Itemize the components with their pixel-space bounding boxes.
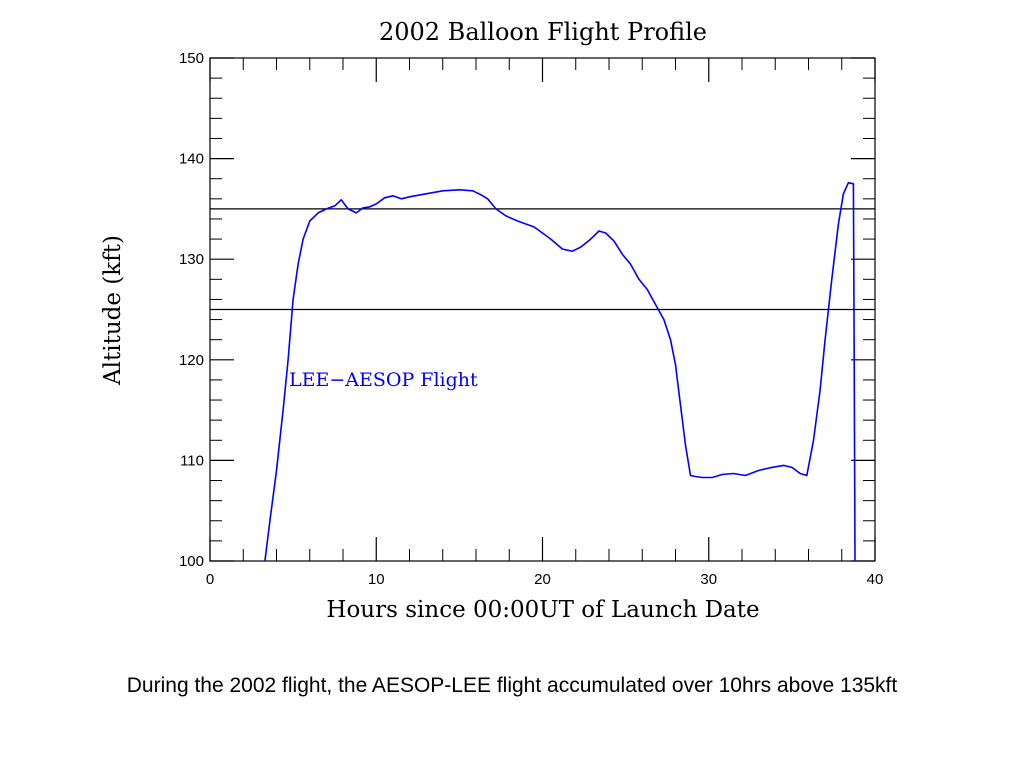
caption-text: During the 2002 flight, the AESOP-LEE fl… [126,674,898,697]
y-tick-label: 140 [179,151,204,168]
flight-profile-chart: 2002 Balloon Flight Profile 0 10 20 30 40 10… [100,18,884,623]
x-tick-label: 10 [368,571,385,588]
y-tick-labels: 100 110 120 130 140 150 [179,50,204,570]
y-axis-label: Altitude (kft) [100,235,126,386]
series-line-altitude [264,181,856,562]
y-tick-label: 110 [180,452,204,469]
reference-lines [210,208,875,311]
y-tick-label: 150 [179,50,204,67]
x-axis-label: Hours since 00:00UT of Launch Date [326,597,759,623]
y-tick-label: 120 [179,352,204,369]
x-tick-label: 30 [700,571,717,588]
y-tick-label: 100 [179,553,204,570]
x-tick-label: 40 [867,571,884,588]
minor-ticks [210,58,875,561]
flight-annotation: LEE−AESOP Flight [289,369,478,391]
chart-title: 2002 Balloon Flight Profile [379,18,707,46]
x-tick-label: 0 [206,571,214,588]
x-tick-label: 20 [534,571,551,588]
x-tick-labels: 0 10 20 30 40 [206,571,884,588]
major-ticks [209,57,876,562]
y-tick-label: 130 [179,251,204,268]
